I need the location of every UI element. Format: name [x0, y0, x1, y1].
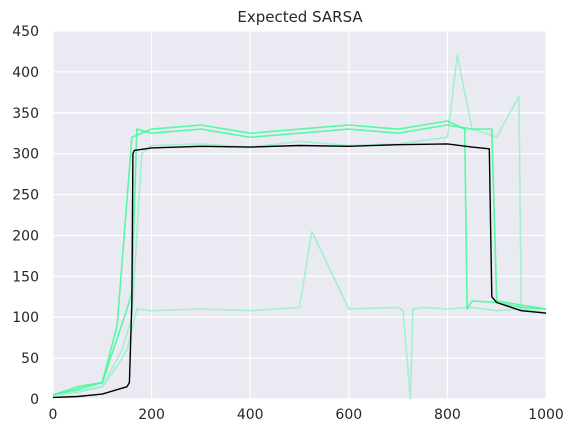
y-tick-label: 350: [12, 106, 39, 122]
y-tick-label: 450: [12, 24, 39, 40]
x-tick-label: 0: [49, 407, 58, 423]
y-tick-label: 100: [12, 310, 39, 326]
y-tick-label: 200: [12, 228, 39, 244]
x-tick-label: 200: [138, 407, 165, 423]
run-series-line: [52, 124, 547, 396]
run-series-line: [52, 54, 547, 396]
y-tick-label: 250: [12, 188, 39, 204]
series-layer: [52, 54, 547, 400]
y-tick-label: 400: [12, 65, 39, 81]
y-tick-label: 50: [21, 351, 39, 367]
mean-series-line: [52, 143, 547, 399]
chart-title: Expected SARSA: [237, 8, 363, 26]
y-tick-label: 300: [12, 147, 39, 163]
x-tick-label: 400: [237, 407, 264, 423]
x-tick-label: 1000: [528, 407, 564, 423]
x-axis-ticks: 0 200 400 600 800 1000: [49, 407, 564, 423]
y-tick-label: 150: [12, 269, 39, 285]
run-series-line: [52, 120, 547, 396]
x-tick-label: 800: [434, 407, 461, 423]
y-axis-ticks: 0 50 100 150 200 250 300 350 400 450: [12, 24, 39, 408]
plot-area: [53, 31, 546, 399]
run-series-line: [52, 230, 547, 400]
y-tick-label: 0: [30, 392, 39, 408]
x-tick-label: 600: [335, 407, 362, 423]
